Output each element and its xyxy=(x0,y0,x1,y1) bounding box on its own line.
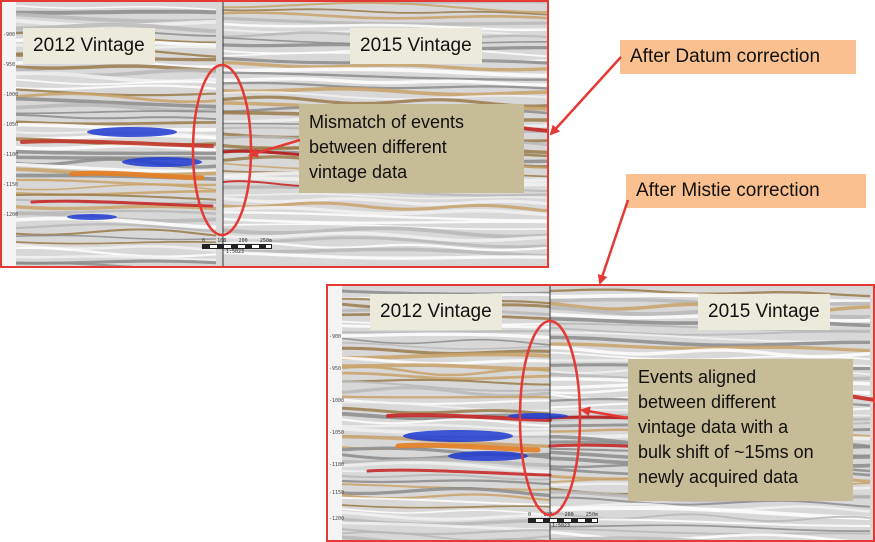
depth-tick: -1000 xyxy=(329,398,345,404)
mismatch-note: Mismatch of events between different vin… xyxy=(299,104,524,193)
depth-tick: -950 xyxy=(329,366,342,372)
note-line: between different xyxy=(309,137,447,157)
note-line: between different xyxy=(638,392,776,412)
datum-correction-callout: After Datum correction xyxy=(620,40,856,74)
scale-tick: 200 xyxy=(564,512,574,518)
depth-axis: -900 -950 -1000 -1050 -1100 -1150 -1200 xyxy=(2,2,19,266)
scale-tick: 250m xyxy=(259,238,272,244)
depth-tick: -900 xyxy=(3,32,16,38)
seismic-panel-after-datum: -900 -950 -1000 -1050 -1100 -1150 -1200 … xyxy=(0,0,549,268)
scale-ratio: 1:5023 xyxy=(226,249,245,255)
depth-tick: -1150 xyxy=(3,182,19,188)
scale-tick: 250m xyxy=(585,512,598,518)
note-line: newly acquired data xyxy=(638,467,799,487)
depth-tick: -1050 xyxy=(329,430,345,436)
depth-tick: -950 xyxy=(3,62,16,68)
note-line: bulk shift of ~15ms on xyxy=(638,442,814,462)
arrow-datum-to-panel xyxy=(549,56,622,136)
depth-tick: -1200 xyxy=(329,516,345,522)
scale-ratio: 1:5023 xyxy=(552,523,571,529)
aligned-note: Events aligned between different vintage… xyxy=(628,359,853,501)
vintage-2012-label: 2012 Vintage xyxy=(23,28,155,64)
depth-tick: -1100 xyxy=(329,462,345,468)
mistie-correction-callout: After Mistie correction xyxy=(626,174,866,208)
scale-tick: 0 xyxy=(202,238,206,244)
seismic-panel-after-mistie: -900 -950 -1000 -1050 -1100 -1150 -1200 … xyxy=(326,284,875,542)
vintage-2015-label: 2015 Vintage xyxy=(350,28,482,64)
depth-tick: -1100 xyxy=(3,152,19,158)
depth-tick: -1200 xyxy=(3,212,19,218)
scale-tick: 0 xyxy=(528,512,532,518)
scale-tick: 100 xyxy=(543,512,553,518)
note-line: Mismatch of events xyxy=(309,112,465,132)
depth-tick: -900 xyxy=(329,334,342,340)
depth-tick: -1150 xyxy=(329,490,345,496)
note-line: vintage data xyxy=(309,162,408,182)
scale-tick: 100 xyxy=(217,238,227,244)
scale-bar: 0 100 200 250m 1:5023 xyxy=(528,512,598,529)
depth-axis: -900 -950 -1000 -1050 -1100 -1150 -1200 xyxy=(328,286,345,540)
depth-tick: -1050 xyxy=(3,122,19,128)
arrow-mistie-to-panel xyxy=(597,199,630,285)
scale-tick: 200 xyxy=(238,238,248,244)
note-line: Events aligned xyxy=(638,367,757,387)
vintage-2012-label: 2012 Vintage xyxy=(370,294,502,330)
depth-tick: -1000 xyxy=(3,92,19,98)
note-line: vintage data with a xyxy=(638,417,789,437)
vintage-2015-label: 2015 Vintage xyxy=(698,294,830,330)
scale-bar: 0 100 200 250m 1:5023 xyxy=(202,238,272,255)
